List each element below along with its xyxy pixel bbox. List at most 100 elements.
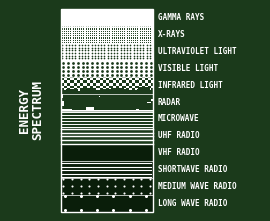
Bar [101,92,113,98]
Bar [75,101,83,105]
Bar [139,98,145,101]
Bar [113,88,116,91]
Bar [90,80,93,83]
Bar [88,101,96,105]
Bar [111,88,124,94]
Bar [110,98,117,101]
Bar [80,90,88,94]
Bar [122,97,132,102]
Bar [100,88,103,91]
Text: VHF RADIO: VHF RADIO [158,148,200,157]
Bar [116,91,119,93]
Bar [83,91,87,93]
Bar [67,78,70,80]
Bar [86,95,96,100]
Bar [127,100,132,103]
Bar [96,77,100,78]
Bar [85,90,94,95]
Bar [80,88,83,91]
Bar [100,83,103,86]
Bar [129,93,136,97]
Bar [90,97,96,100]
Bar [142,86,145,88]
Bar [76,107,82,110]
Bar [116,80,119,83]
Text: GAMMA RAYS: GAMMA RAYS [158,13,204,22]
Bar [101,93,111,98]
Bar [61,43,153,60]
Bar [146,97,150,99]
Bar [126,83,129,86]
Bar [70,80,74,83]
Text: ENERGY
SPECTRUM: ENERGY SPECTRUM [18,80,44,141]
Bar [86,98,98,104]
Bar [77,77,80,78]
Bar [128,102,133,105]
Text: MICROWAVE: MICROWAVE [158,114,200,124]
Bar [64,86,67,88]
Bar [131,102,145,109]
Bar [63,93,73,97]
Bar [61,98,67,101]
Bar [147,91,160,98]
Bar [87,102,96,106]
Bar [123,95,133,100]
Bar [64,99,73,104]
Bar [135,95,149,101]
Bar [139,83,142,86]
Bar [110,104,122,110]
Bar [135,80,139,83]
Bar [106,78,109,80]
Bar [73,100,84,106]
Bar [135,77,139,78]
Bar [74,83,77,86]
Bar [94,103,102,107]
Bar [90,86,93,88]
Bar [109,93,121,99]
Bar [70,91,74,93]
Bar [90,91,93,93]
Bar [141,92,150,96]
Bar [144,99,151,102]
Bar [70,86,74,88]
Bar [121,104,126,107]
Bar [139,103,153,110]
Bar [146,97,152,99]
Bar [147,106,153,109]
Bar [144,99,151,102]
Bar [86,101,99,107]
Bar [141,103,151,108]
Bar [122,77,126,78]
Bar [132,100,143,105]
Bar [93,83,96,86]
Bar [151,101,164,107]
Bar [109,98,116,102]
Bar [139,88,142,91]
Bar [102,99,114,105]
Bar [72,107,78,110]
Bar [64,100,73,104]
Bar [149,103,154,105]
Bar [148,106,155,109]
Bar [74,78,77,80]
Bar [109,95,119,100]
Bar [80,83,83,86]
Bar [125,106,132,110]
Bar [142,91,145,93]
Bar [102,107,108,110]
Bar [64,77,67,78]
Bar [104,95,115,100]
Bar [67,83,70,86]
Bar [61,93,153,110]
Bar [103,77,106,78]
Bar [107,93,114,97]
Bar [129,77,132,78]
Bar [135,91,139,93]
Bar [103,89,116,95]
Bar [109,96,121,102]
Bar [132,102,138,105]
Bar [87,78,90,80]
Bar [103,101,111,105]
Bar [96,103,102,107]
Bar [122,86,126,88]
